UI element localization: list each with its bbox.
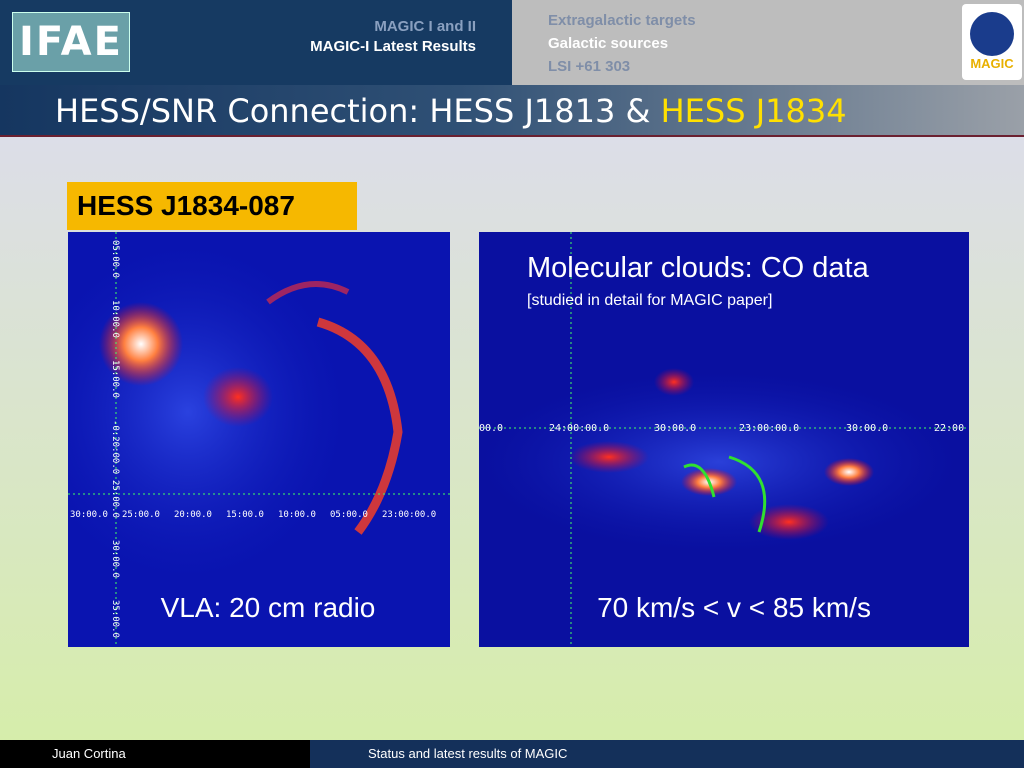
nav-item[interactable]: LSI +61 303: [548, 58, 631, 75]
image-axis-label: 10:00.0: [278, 510, 316, 520]
magic-logo-text: MAGIC: [970, 56, 1014, 71]
section: MAGIC I and II: [374, 18, 476, 35]
title-main: HESS/SNR Connection: HESS J1813 &: [55, 92, 661, 130]
title-highlight: HESS J1834: [660, 92, 847, 130]
image-axis-label: 24:00:00.0: [549, 423, 609, 434]
image-axis-label: 30:00.0: [110, 540, 120, 578]
image-axis-label: -0:20:00.0: [110, 420, 120, 474]
image-axis-label: 05:00.0: [330, 510, 368, 520]
title: HESS/SNR Connection: HESS J1813 & HESS J…: [55, 92, 847, 130]
image-axis-label: 23:00:00.0: [382, 510, 436, 520]
x-labels: 30:00.0 25:00.0 20:00.0 15:00.0 10:00.0 05:00…: [70, 510, 436, 520]
footer-subject: Status and latest results of MAGIC: [310, 740, 1024, 768]
image-axis-label: 30:00.0: [70, 510, 108, 520]
image-axis-label: 00.0: [479, 423, 503, 434]
image-axis-label: 10:00.0: [110, 300, 120, 338]
image-axis-label: 20:00.0: [174, 510, 212, 520]
image-caption: VLA: 20 cm radio: [161, 592, 376, 623]
nav-item[interactable]: Galactic sources: [548, 35, 669, 52]
image-caption: 70 km/s < v < 85 km/s: [597, 592, 871, 623]
image-heading: Molecular clouds: CO data: [527, 252, 870, 284]
header-right: [512, 0, 1024, 85]
image-axis-label: 25:00.0: [122, 510, 160, 520]
title-bar: [0, 85, 1024, 137]
subsection: MAGIC-I Latest Results: [310, 38, 476, 55]
ifae-logo: IFAE: [12, 12, 130, 72]
image-axis-label: 15:00.0: [110, 360, 120, 398]
image-axis-label: 15:00.0: [226, 510, 264, 520]
co-image: 00.0 24:00:00.0 30:00.0 23:00:00.0 30:00.0 22…: [479, 232, 969, 647]
footer-author: Juan Cortina: [0, 740, 310, 768]
image-axis-label: 25:00.0: [110, 480, 120, 518]
image-note: [studied in detail for MAGIC paper]: [527, 292, 772, 309]
image-axis-label: 23:00:00.0: [739, 423, 799, 434]
image-axis-label: 30:00.0: [654, 423, 696, 434]
magic-logo: MAGIC: [962, 4, 1022, 80]
radio-image: 30:00.0 25:00.0 20:00.0 15:00.0 10:00.0 05:00…: [68, 232, 450, 647]
image-axis-label: 05:00.0: [110, 240, 120, 278]
image-axis-label: 35:00.0: [110, 600, 120, 638]
nav-item[interactable]: Extragalactic targets: [548, 12, 696, 29]
object-label: HESS J1834-087: [67, 182, 357, 230]
image-axis-label: 22:00: [934, 423, 964, 434]
image-axis-label: 30:00.0: [846, 423, 888, 434]
